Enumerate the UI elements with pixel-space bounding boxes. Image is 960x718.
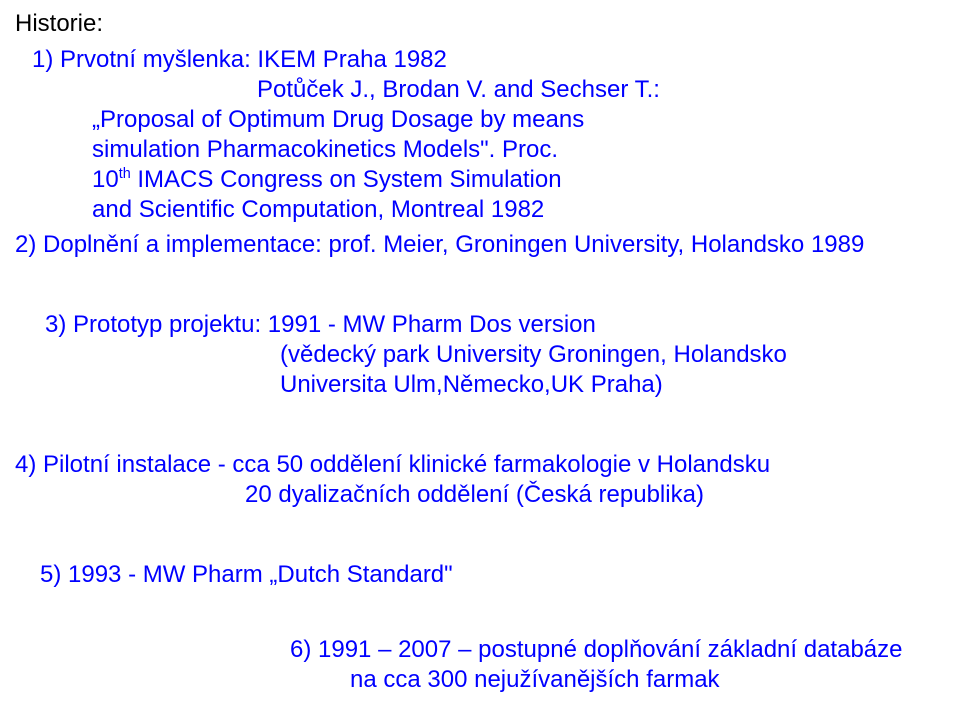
text-line: na cca 300 nejužívanějších farmak [290,665,950,695]
text-line: 5) 1993 - MW Pharm „Dutch Standard" [40,560,940,590]
text-line: 6) 1991 – 2007 – postupné doplňování zák… [290,635,950,665]
text-line: simulation Pharmacokinetics Models". Pro… [32,135,932,165]
text-line: and Scientific Computation, Montreal 198… [32,195,932,225]
slide-title: Historie: [15,10,103,38]
text-line: 4) Pilotní instalace - cca 50 oddělení k… [15,450,945,480]
text-line: 20 dyalizačních oddělení (Česká republik… [15,480,945,510]
history-item-4: 4) Pilotní instalace - cca 50 oddělení k… [15,450,945,510]
text-line: Universita Ulm,Německo,UK Praha) [45,370,945,400]
text-line: Potůček J., Brodan V. and Sechser T.: [32,75,932,105]
text-line: 3) Prototyp projektu: 1991 - MW Pharm Do… [45,310,945,340]
history-item-6: 6) 1991 – 2007 – postupné doplňování zák… [290,635,950,695]
text-line: „Proposal of Optimum Drug Dosage by mean… [32,105,932,135]
text-line: 10th IMACS Congress on System Simulation [32,165,932,195]
history-item-1: 1) Prvotní myšlenka: IKEM Praha 1982 Pot… [32,45,932,225]
text-line: 2) Doplnění a implementace: prof. Meier,… [15,230,945,260]
history-item-2: 2) Doplnění a implementace: prof. Meier,… [15,230,945,260]
history-item-3: 3) Prototyp projektu: 1991 - MW Pharm Do… [45,310,945,400]
history-item-5: 5) 1993 - MW Pharm „Dutch Standard" [40,560,940,590]
slide-page: Historie: 1) Prvotní myšlenka: IKEM Prah… [0,0,960,718]
text-line: 1) Prvotní myšlenka: IKEM Praha 1982 [32,45,932,75]
text-line: (vědecký park University Groningen, Hola… [45,340,945,370]
superscript: th [119,166,131,182]
